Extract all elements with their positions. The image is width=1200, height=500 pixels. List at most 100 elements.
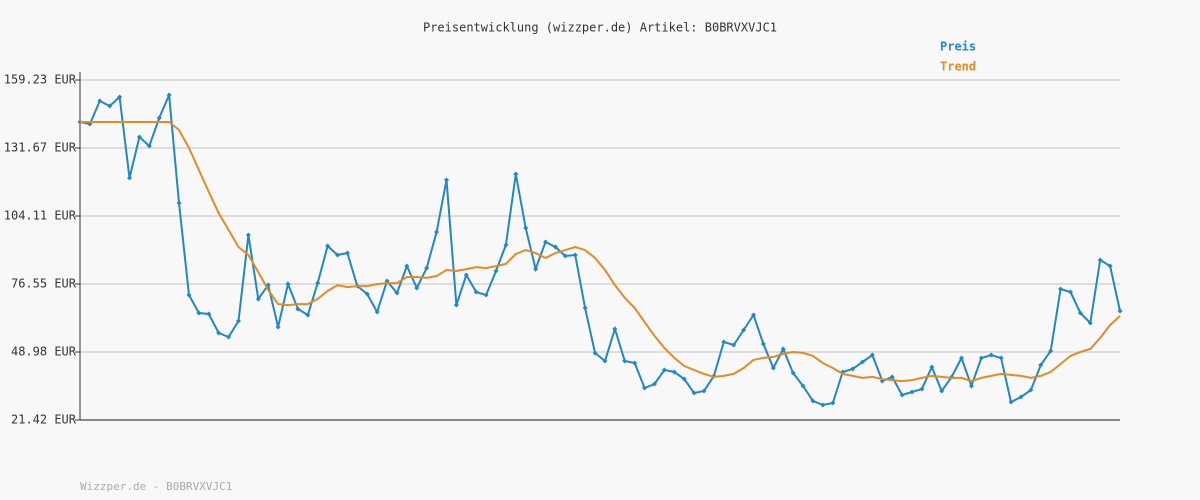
point-marker	[255, 296, 261, 302]
point-marker	[404, 263, 410, 269]
point-marker	[245, 232, 251, 238]
point-marker	[97, 98, 103, 104]
point-marker	[117, 94, 123, 100]
point-marker	[562, 253, 568, 259]
point-marker	[1028, 387, 1034, 393]
point-marker	[642, 385, 648, 391]
point-marker	[394, 290, 400, 296]
point-marker	[196, 310, 202, 316]
point-marker	[226, 334, 232, 340]
chart-title: Preisentwicklung (wizzper.de) Artikel: B…	[423, 21, 777, 35]
point-marker	[731, 342, 737, 348]
point-marker	[721, 339, 727, 345]
point-marker	[483, 292, 489, 298]
point-marker	[869, 352, 875, 358]
point-marker	[523, 225, 529, 231]
series-line	[80, 121, 1121, 383]
point-marker	[751, 312, 757, 318]
point-marker	[859, 359, 865, 365]
y-tick-label: 131.67 EUR	[4, 140, 77, 154]
point-marker	[1038, 362, 1044, 368]
point-marker	[503, 242, 509, 248]
point-marker	[146, 143, 152, 149]
point-marker	[513, 171, 519, 177]
point-marker	[166, 92, 172, 98]
point-marker	[770, 365, 776, 371]
point-marker	[295, 306, 301, 312]
point-marker	[136, 134, 142, 140]
legend-label: Trend	[940, 60, 976, 74]
point-marker	[968, 383, 974, 389]
point-marker	[206, 311, 212, 317]
point-marker	[929, 364, 935, 370]
point-marker	[414, 285, 420, 291]
point-marker	[1008, 399, 1014, 405]
point-marker	[780, 346, 786, 352]
point-marker	[701, 388, 707, 394]
point-marker	[275, 324, 281, 330]
series-line	[79, 94, 1121, 407]
point-marker	[810, 398, 816, 404]
point-marker	[790, 370, 796, 376]
point-marker	[176, 200, 182, 206]
point-marker	[909, 389, 915, 395]
y-tick-label: 159.23 EUR	[4, 73, 77, 87]
y-tick-label: 76.55 EUR	[11, 276, 77, 290]
point-marker	[434, 229, 440, 235]
y-tick-label: 21.42 EUR	[11, 413, 77, 427]
point-marker	[998, 355, 1004, 361]
point-marker	[305, 312, 311, 318]
point-marker	[552, 244, 558, 250]
point-marker	[691, 390, 697, 396]
point-marker	[939, 388, 945, 394]
point-marker	[1077, 310, 1083, 316]
point-marker	[919, 386, 925, 392]
point-marker	[1058, 286, 1064, 292]
point-marker	[632, 360, 638, 366]
point-marker	[592, 350, 598, 356]
point-marker	[424, 265, 430, 271]
point-marker	[760, 341, 766, 347]
point-marker	[741, 327, 747, 333]
legend-label: Preis	[940, 40, 976, 54]
point-marker	[374, 309, 380, 315]
point-marker	[820, 402, 826, 408]
point-marker	[1048, 348, 1054, 354]
point-marker	[602, 358, 608, 364]
point-marker	[671, 369, 677, 375]
point-marker	[344, 250, 350, 256]
point-marker	[543, 239, 549, 245]
point-marker	[1087, 320, 1093, 326]
point-marker	[216, 330, 222, 336]
point-marker	[661, 367, 667, 373]
point-marker	[1097, 257, 1103, 263]
point-marker	[463, 272, 469, 278]
point-marker	[612, 326, 618, 332]
y-tick-label: 48.98 EUR	[11, 345, 77, 359]
point-marker	[582, 305, 588, 311]
point-marker	[533, 266, 539, 272]
point-marker	[622, 358, 628, 364]
point-marker	[572, 252, 578, 258]
point-marker	[453, 302, 459, 308]
point-marker	[364, 291, 370, 297]
point-marker	[651, 381, 657, 387]
point-marker	[285, 281, 291, 287]
point-marker	[235, 318, 241, 324]
point-marker	[899, 392, 905, 398]
point-marker	[443, 177, 449, 183]
point-marker	[1107, 263, 1113, 269]
point-marker	[1117, 308, 1123, 314]
point-marker	[1067, 289, 1073, 295]
point-marker	[1018, 394, 1024, 400]
point-marker	[186, 292, 192, 298]
point-marker	[127, 175, 133, 181]
point-marker	[850, 366, 856, 372]
point-marker	[681, 376, 687, 382]
point-marker	[315, 280, 321, 286]
point-marker	[335, 252, 341, 258]
point-marker	[830, 400, 836, 406]
point-marker	[959, 355, 965, 361]
